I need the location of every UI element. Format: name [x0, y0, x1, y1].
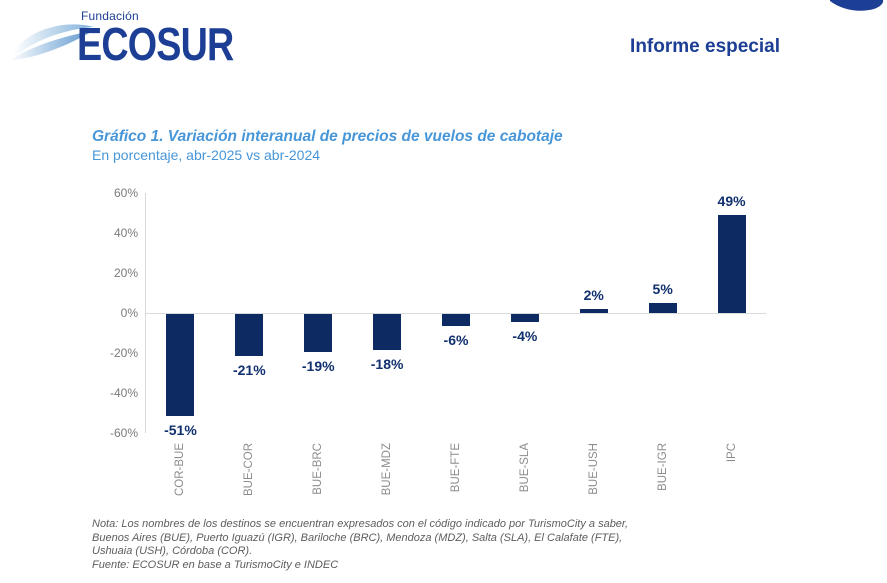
category-label-COR-BUE: COR-BUE — [174, 443, 187, 497]
category-label-BUE-BRC: BUE-BRC — [312, 443, 325, 495]
report-type-label: Informe especial — [630, 36, 780, 57]
y-axis-tick-label: 60% — [113, 186, 138, 200]
value-label-BUE-BRC: -19% — [301, 358, 335, 374]
chart-title: Gráfico 1. Variación interanual de preci… — [92, 128, 563, 145]
note-line: Buenos Aires (BUE), Puerto Iguazú (IGR),… — [92, 531, 623, 544]
note-line: Nota: Los nombres de los destinos se enc… — [92, 518, 629, 530]
value-label-BUE-MDZ: -18% — [370, 356, 404, 372]
corner-swoosh-icon — [830, 0, 884, 11]
source-line: Fuente: ECOSUR en base a TurismoCity e I… — [92, 558, 339, 571]
value-label-BUE-SLA: -4% — [512, 328, 538, 344]
chart-notes: Nota: Los nombres de los destinos se enc… — [92, 518, 628, 572]
category-label-BUE-COR: BUE-COR — [243, 443, 256, 497]
y-axis-tick-label: -20% — [109, 346, 138, 360]
value-label-COR-BUE: -51% — [164, 422, 197, 438]
category-label-IPC: IPC — [725, 443, 738, 463]
bar-BUE-BRC — [304, 314, 333, 352]
category-label-BUE-SLA: BUE-SLA — [518, 443, 531, 493]
value-label-BUE-USH: 2% — [583, 287, 604, 303]
bar-BUE-FTE — [442, 314, 470, 326]
category-label-BUE-FTE: BUE-FTE — [450, 443, 462, 493]
category-label-BUE-MDZ: BUE-MDZ — [381, 443, 394, 496]
y-axis-tick-label: -40% — [109, 386, 138, 400]
value-label-BUE-FTE: -6% — [443, 332, 469, 348]
value-label-IPC: 49% — [717, 193, 746, 209]
bar-IPC — [717, 215, 746, 313]
bar-BUE-IGR — [648, 303, 677, 313]
logo-ecosur-text: ECOSUR — [77, 18, 234, 70]
bar-COR-BUE — [166, 314, 195, 416]
y-axis-tick-label: -60% — [109, 426, 138, 440]
value-label-BUE-COR: -21% — [232, 362, 266, 378]
note-line: Ushuaia (USH), Córdoba (COR). — [92, 545, 253, 557]
bar-BUE-USH — [579, 309, 608, 313]
category-label-BUE-IGR: BUE-IGR — [656, 443, 669, 491]
category-label-BUE-USH: BUE-USH — [587, 443, 600, 495]
y-axis-tick-label: 20% — [113, 266, 138, 280]
bar-BUE-MDZ — [373, 314, 402, 350]
y-axis-tick-label: 40% — [113, 226, 138, 240]
chart-subtitle: En porcentaje, abr-2025 vs abr-2024 — [92, 147, 321, 163]
y-axis-line — [145, 193, 146, 433]
logo-fundacion-text: Fundación — [81, 9, 139, 23]
bar-BUE-COR — [235, 314, 264, 356]
ecosur-logo-swoosh-icon — [9, 24, 94, 61]
y-axis-tick-label: 0% — [120, 306, 138, 320]
bar-BUE-SLA — [510, 314, 539, 322]
value-label-BUE-IGR: 5% — [652, 281, 673, 297]
x-axis-zero-line — [146, 313, 766, 314]
